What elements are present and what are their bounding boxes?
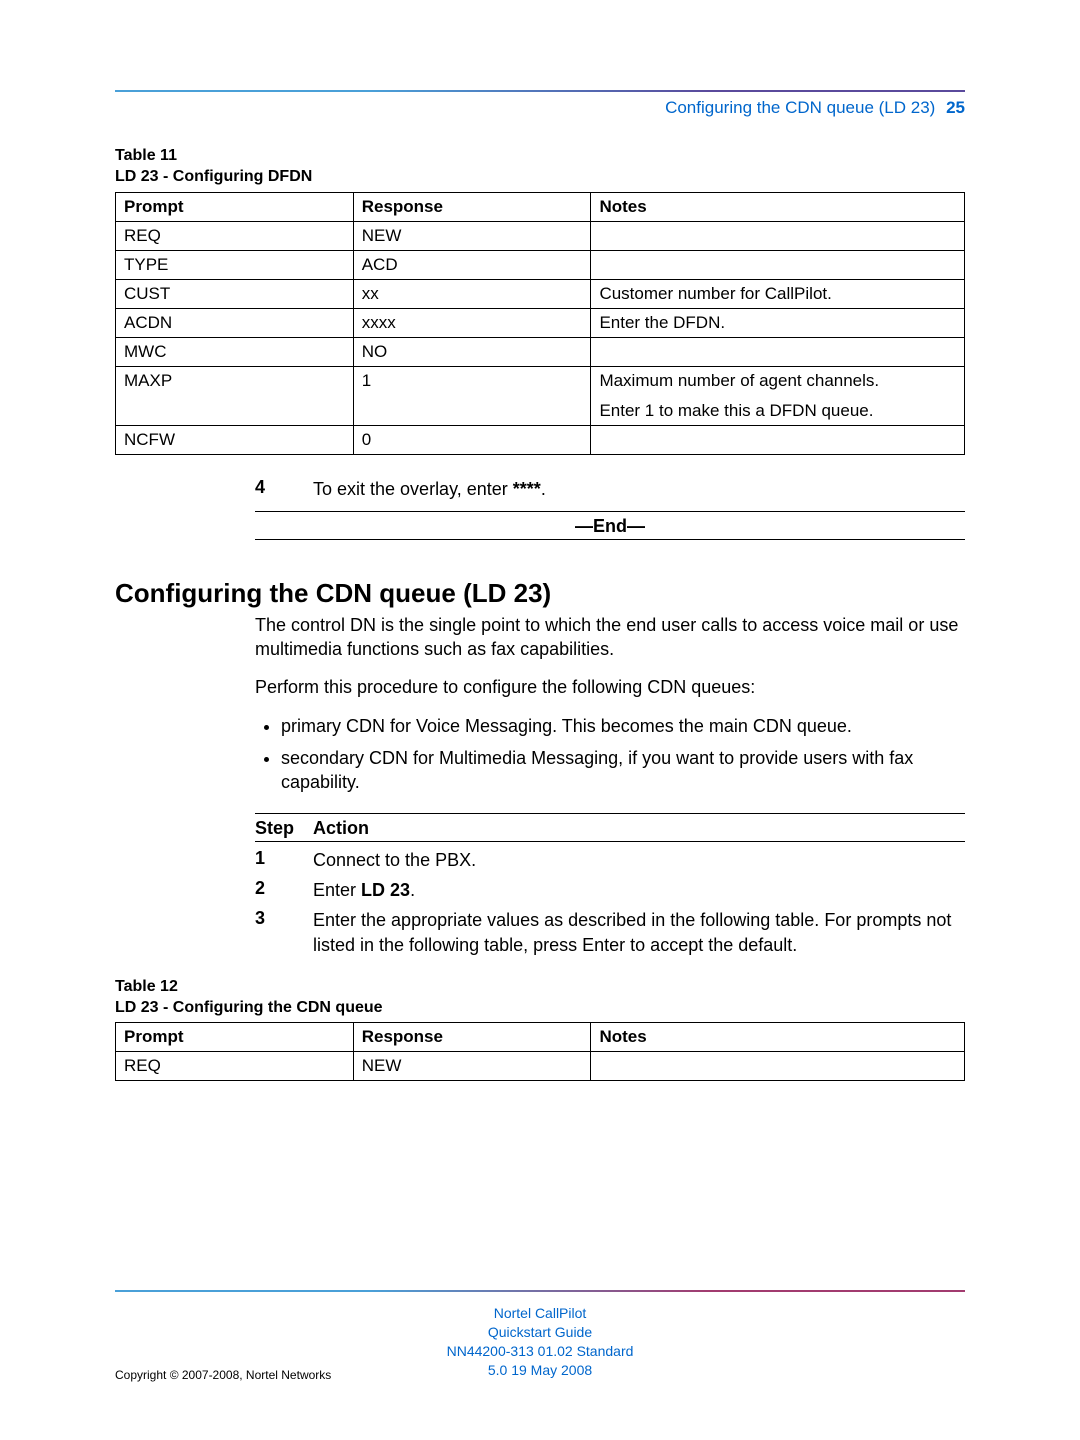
table-cell: MWC: [116, 337, 354, 366]
running-header: Configuring the CDN queue (LD 23) 25: [115, 98, 965, 118]
table12-col-response: Response: [353, 1023, 591, 1052]
step-row: 1Connect to the PBX.: [255, 848, 965, 872]
table-cell: [591, 221, 965, 250]
steps-rule-mid: [255, 841, 965, 842]
end-rule-top: [255, 511, 965, 512]
footer-line2: Quickstart Guide: [115, 1323, 965, 1342]
table11-caption: Table 11 LD 23 - Configuring DFDN: [115, 146, 965, 188]
step-text: Enter LD 23.: [313, 878, 965, 902]
table-row: MWCNO: [116, 337, 965, 366]
table-cell: NCFW: [116, 425, 354, 454]
table-cell: Maximum number of agent channels.Enter 1…: [591, 366, 965, 425]
steps-header-step: Step: [255, 818, 313, 839]
steps-header-action: Action: [313, 818, 369, 839]
table-cell: TYPE: [116, 250, 354, 279]
step-text: Enter the appropriate values as describe…: [313, 908, 965, 957]
table-cell: ACDN: [116, 308, 354, 337]
table-cell: [591, 425, 965, 454]
step4-number: 4: [255, 477, 313, 501]
step-row: 3Enter the appropriate values as describ…: [255, 908, 965, 957]
end-rule-bottom: [255, 539, 965, 540]
step-text: Connect to the PBX.: [313, 848, 965, 872]
table11-caption-line2: LD 23 - Configuring DFDN: [115, 168, 312, 185]
step-number: 1: [255, 848, 313, 872]
table-row: NCFW0: [116, 425, 965, 454]
section-para2: Perform this procedure to configure the …: [255, 675, 965, 699]
table-cell: xxxx: [353, 308, 591, 337]
table-cell: [591, 337, 965, 366]
table-cell: Enter the DFDN.: [591, 308, 965, 337]
table-cell: REQ: [116, 221, 354, 250]
table-cell: REQ: [116, 1052, 354, 1081]
table-cell: [591, 1052, 965, 1081]
list-item: primary CDN for Voice Messaging. This be…: [281, 714, 965, 738]
table12-header-row: Prompt Response Notes: [116, 1023, 965, 1052]
table11-col-prompt: Prompt: [116, 192, 354, 221]
table-cell: 1: [353, 366, 591, 425]
table-cell: NEW: [353, 221, 591, 250]
list-item: secondary CDN for Multimedia Messaging, …: [281, 746, 965, 795]
table-cell: xx: [353, 279, 591, 308]
table-cell: MAXP: [116, 366, 354, 425]
table-row: REQNEW: [116, 221, 965, 250]
table11: Prompt Response Notes REQNEWTYPEACDCUSTx…: [115, 192, 965, 455]
section-heading: Configuring the CDN queue (LD 23): [115, 578, 965, 609]
table-row: ACDNxxxxEnter the DFDN.: [116, 308, 965, 337]
table12-caption: Table 12 LD 23 - Configuring the CDN que…: [115, 977, 965, 1019]
step4-block: 4 To exit the overlay, enter ****. —End—: [255, 477, 965, 540]
step-number: 3: [255, 908, 313, 957]
table-cell: Customer number for CallPilot.: [591, 279, 965, 308]
table11-col-notes: Notes: [591, 192, 965, 221]
table-row: REQNEW: [116, 1052, 965, 1081]
step-number: 2: [255, 878, 313, 902]
steps-rule-top: [255, 813, 965, 814]
header-page-number: 25: [946, 98, 965, 117]
table12-caption-line2: LD 23 - Configuring the CDN queue: [115, 999, 383, 1016]
table12-col-notes: Notes: [591, 1023, 965, 1052]
header-title: Configuring the CDN queue (LD 23): [665, 98, 935, 117]
table-cell: 0: [353, 425, 591, 454]
steps-header: Step Action: [255, 818, 965, 839]
table-cell: [591, 250, 965, 279]
table11-caption-line1: Table 11: [115, 147, 177, 164]
table-cell: ACD: [353, 250, 591, 279]
end-label: —End—: [255, 516, 965, 537]
footer-line1: Nortel CallPilot: [115, 1304, 965, 1323]
table12-caption-line1: Table 12: [115, 978, 178, 995]
table-row: CUSTxxCustomer number for CallPilot.: [116, 279, 965, 308]
section-para1: The control DN is the single point to wh…: [255, 613, 965, 662]
table11-col-response: Response: [353, 192, 591, 221]
table-cell: CUST: [116, 279, 354, 308]
footer-line3: NN44200-313 01.02 Standard: [115, 1342, 965, 1361]
table-cell: NEW: [353, 1052, 591, 1081]
step4-text: To exit the overlay, enter ****.: [313, 477, 965, 501]
section-bullets: primary CDN for Voice Messaging. This be…: [255, 714, 965, 795]
page: Configuring the CDN queue (LD 23) 25 Tab…: [0, 0, 1080, 1440]
copyright: Copyright © 2007-2008, Nortel Networks: [115, 1368, 331, 1382]
table-cell: NO: [353, 337, 591, 366]
table11-header-row: Prompt Response Notes: [116, 192, 965, 221]
table12: Prompt Response Notes REQNEW: [115, 1022, 965, 1081]
table12-col-prompt: Prompt: [116, 1023, 354, 1052]
top-rule: [115, 90, 965, 92]
step-row: 4 To exit the overlay, enter ****.: [255, 477, 965, 501]
table-row: MAXP1Maximum number of agent channels.En…: [116, 366, 965, 425]
steps-block: Step Action 1Connect to the PBX.2Enter L…: [255, 813, 965, 957]
bottom-rule: [115, 1290, 965, 1292]
step-row: 2Enter LD 23.: [255, 878, 965, 902]
table-row: TYPEACD: [116, 250, 965, 279]
